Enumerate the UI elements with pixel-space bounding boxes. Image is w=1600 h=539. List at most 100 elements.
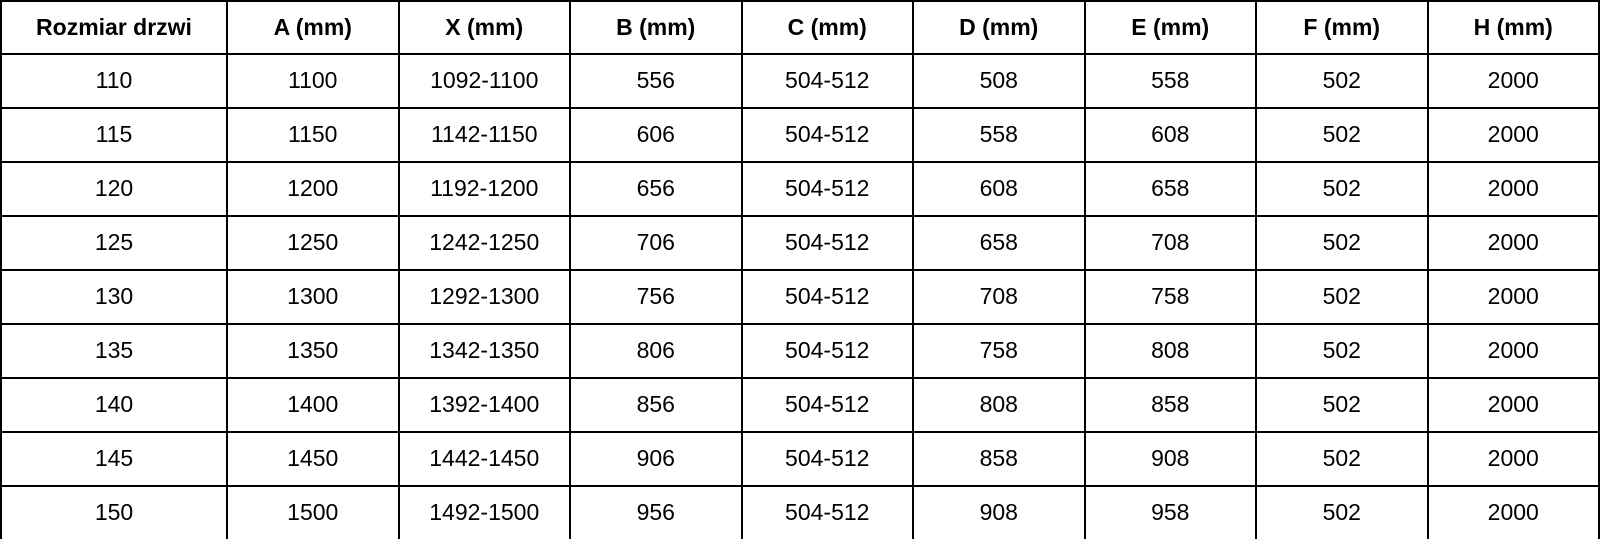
table-cell: 110 bbox=[0, 53, 228, 109]
table-row: 125 1250 1242-1250 706 504-512 658 708 502 2000 bbox=[0, 215, 1600, 271]
table-cell: 1342-1350 bbox=[397, 323, 571, 379]
table-cell: 502 bbox=[1255, 377, 1429, 433]
table-cell: 708 bbox=[912, 269, 1086, 325]
table-cell: 1250 bbox=[226, 215, 400, 271]
table-cell: 1200 bbox=[226, 161, 400, 217]
table-cell: 504-512 bbox=[740, 323, 914, 379]
table-cell: 906 bbox=[569, 431, 743, 487]
table-cell: 502 bbox=[1255, 161, 1429, 217]
table-cell: 2000 bbox=[1426, 215, 1600, 271]
table-cell: 608 bbox=[912, 161, 1086, 217]
table-cell: 656 bbox=[569, 161, 743, 217]
table-cell: 858 bbox=[912, 431, 1086, 487]
table-cell: 2000 bbox=[1426, 323, 1600, 379]
table-cell: 758 bbox=[912, 323, 1086, 379]
column-header-x-mm: X (mm) bbox=[397, 0, 571, 55]
table-cell: 758 bbox=[1083, 269, 1257, 325]
table-cell: 1350 bbox=[226, 323, 400, 379]
table-cell: 502 bbox=[1255, 485, 1429, 539]
table-cell: 115 bbox=[0, 107, 228, 163]
table-cell: 1300 bbox=[226, 269, 400, 325]
column-header-f-mm: F (mm) bbox=[1255, 0, 1429, 55]
table-cell: 956 bbox=[569, 485, 743, 539]
table-cell: 502 bbox=[1255, 53, 1429, 109]
table-cell: 1192-1200 bbox=[397, 161, 571, 217]
table-head: Rozmiar drzwi A (mm) X (mm) B (mm) C (mm) D (… bbox=[0, 0, 1600, 55]
table-cell: 504-512 bbox=[740, 269, 914, 325]
table-cell: 1492-1500 bbox=[397, 485, 571, 539]
table-cell: 806 bbox=[569, 323, 743, 379]
table-cell: 858 bbox=[1083, 377, 1257, 433]
table-cell: 658 bbox=[912, 215, 1086, 271]
table-row: 110 1100 1092-1100 556 504-512 508 558 502 2000 bbox=[0, 53, 1600, 109]
table-body: 110 1100 1092-1100 556 504-512 508 558 502 2000 1… bbox=[0, 53, 1600, 539]
column-header-b-mm: B (mm) bbox=[569, 0, 743, 55]
table-cell: 706 bbox=[569, 215, 743, 271]
table-cell: 1242-1250 bbox=[397, 215, 571, 271]
table-cell: 2000 bbox=[1426, 107, 1600, 163]
table-cell: 1392-1400 bbox=[397, 377, 571, 433]
column-header-e-mm: E (mm) bbox=[1083, 0, 1257, 55]
table-cell: 2000 bbox=[1426, 269, 1600, 325]
table-cell: 1292-1300 bbox=[397, 269, 571, 325]
table-cell: 658 bbox=[1083, 161, 1257, 217]
table-cell: 608 bbox=[1083, 107, 1257, 163]
table-row: 145 1450 1442-1450 906 504-512 858 908 502 2000 bbox=[0, 431, 1600, 487]
table-cell: 808 bbox=[912, 377, 1086, 433]
table-cell: 504-512 bbox=[740, 377, 914, 433]
table-cell: 808 bbox=[1083, 323, 1257, 379]
table-cell: 120 bbox=[0, 161, 228, 217]
table-cell: 708 bbox=[1083, 215, 1257, 271]
table-cell: 504-512 bbox=[740, 485, 914, 539]
table-cell: 1442-1450 bbox=[397, 431, 571, 487]
table-cell: 2000 bbox=[1426, 431, 1600, 487]
table-cell: 558 bbox=[1083, 53, 1257, 109]
table-cell: 2000 bbox=[1426, 53, 1600, 109]
table-cell: 1142-1150 bbox=[397, 107, 571, 163]
table-cell: 1400 bbox=[226, 377, 400, 433]
table-cell: 1100 bbox=[226, 53, 400, 109]
table-cell: 508 bbox=[912, 53, 1086, 109]
table-cell: 135 bbox=[0, 323, 228, 379]
table-cell: 1500 bbox=[226, 485, 400, 539]
table-row: 135 1350 1342-1350 806 504-512 758 808 502 2000 bbox=[0, 323, 1600, 379]
table-cell: 145 bbox=[0, 431, 228, 487]
column-header-d-mm: D (mm) bbox=[912, 0, 1086, 55]
table-cell: 558 bbox=[912, 107, 1086, 163]
table-cell: 130 bbox=[0, 269, 228, 325]
column-header-c-mm: C (mm) bbox=[740, 0, 914, 55]
table-cell: 125 bbox=[0, 215, 228, 271]
column-header-h-mm: H (mm) bbox=[1426, 0, 1600, 55]
table-cell: 1092-1100 bbox=[397, 53, 571, 109]
header-row: Rozmiar drzwi A (mm) X (mm) B (mm) C (mm) D (… bbox=[0, 0, 1600, 55]
table-cell: 1150 bbox=[226, 107, 400, 163]
table-row: 115 1150 1142-1150 606 504-512 558 608 502 2000 bbox=[0, 107, 1600, 163]
table-row: 150 1500 1492-1500 956 504-512 908 958 502 2000 bbox=[0, 485, 1600, 539]
table-cell: 756 bbox=[569, 269, 743, 325]
table-cell: 502 bbox=[1255, 107, 1429, 163]
table-cell: 504-512 bbox=[740, 107, 914, 163]
table-cell: 856 bbox=[569, 377, 743, 433]
table-cell: 502 bbox=[1255, 323, 1429, 379]
table-row: 140 1400 1392-1400 856 504-512 808 858 502 2000 bbox=[0, 377, 1600, 433]
table-cell: 958 bbox=[1083, 485, 1257, 539]
table-cell: 908 bbox=[1083, 431, 1257, 487]
table-cell: 2000 bbox=[1426, 377, 1600, 433]
table-cell: 2000 bbox=[1426, 485, 1600, 539]
table-cell: 504-512 bbox=[740, 431, 914, 487]
table-cell: 556 bbox=[569, 53, 743, 109]
column-header-a-mm: A (mm) bbox=[226, 0, 400, 55]
table-row: 120 1200 1192-1200 656 504-512 608 658 502 2000 bbox=[0, 161, 1600, 217]
column-header-rozmiar-drzwi: Rozmiar drzwi bbox=[0, 0, 228, 55]
table-cell: 1450 bbox=[226, 431, 400, 487]
table-cell: 908 bbox=[912, 485, 1086, 539]
table-cell: 502 bbox=[1255, 215, 1429, 271]
table-cell: 502 bbox=[1255, 431, 1429, 487]
table-cell: 502 bbox=[1255, 269, 1429, 325]
table-cell: 504-512 bbox=[740, 53, 914, 109]
table-cell: 2000 bbox=[1426, 161, 1600, 217]
table-cell: 504-512 bbox=[740, 215, 914, 271]
table-cell: 150 bbox=[0, 485, 228, 539]
table-cell: 140 bbox=[0, 377, 228, 433]
